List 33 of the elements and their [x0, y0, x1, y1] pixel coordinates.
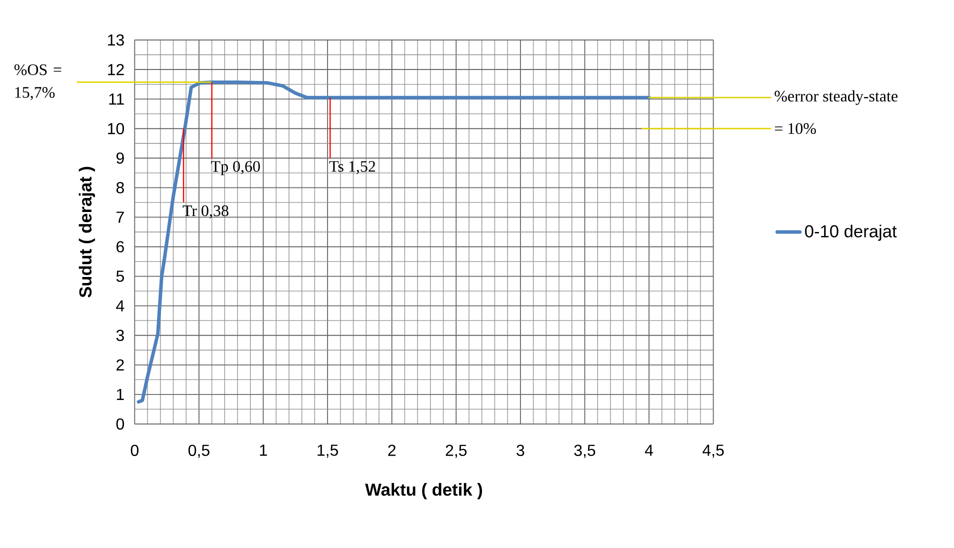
x-tick-label: 4: [644, 444, 654, 456]
y-tick-label: 1: [116, 388, 124, 400]
x-tick-label: 2,5: [446, 444, 467, 458]
y-tick-label: 0: [116, 418, 124, 430]
y-tick-label: 13: [108, 34, 124, 46]
annotation: Tr 0,38: [182, 205, 228, 218]
legend-label: 0-10 derajat: [805, 224, 897, 241]
y-axis-title: Sudut ( derajat ): [78, 166, 96, 298]
y-tick-label: 3: [116, 330, 124, 342]
y-tick-label: 4: [116, 300, 124, 312]
ref-line-label: %error steady-state: [774, 90, 898, 105]
x-axis-title: Waktu ( detik ): [365, 483, 482, 500]
y-tick-label: 12: [108, 64, 124, 76]
y-tick-label: 9: [116, 152, 124, 164]
annotation: Ts 1,52: [329, 161, 376, 174]
x-tick-label: 3,5: [574, 444, 596, 458]
x-tick-label: 1,5: [318, 444, 338, 458]
x-tick-label: 4,5: [702, 444, 724, 458]
annotation: Tp 0,60: [211, 161, 260, 176]
x-tick-label: 3: [516, 444, 524, 456]
x-tick-label: 2: [388, 444, 396, 456]
y-tick-label: 5: [116, 270, 124, 282]
y-tick-label: 11: [109, 94, 124, 105]
y-tick-label: 8: [116, 182, 124, 194]
y-tick-label: 6: [116, 241, 124, 252]
x-tick-label: 0,5: [188, 444, 210, 458]
text: %OS = 15,7%: [14, 64, 62, 100]
ref-line-label: = 10%: [774, 123, 816, 134]
x-tick-label: 0: [130, 444, 139, 456]
y-tick-label: 10: [108, 122, 124, 134]
y-tick-label: 7: [116, 212, 124, 223]
x-tick-label: 1: [260, 444, 267, 456]
y-tick-label: 2: [116, 359, 124, 370]
